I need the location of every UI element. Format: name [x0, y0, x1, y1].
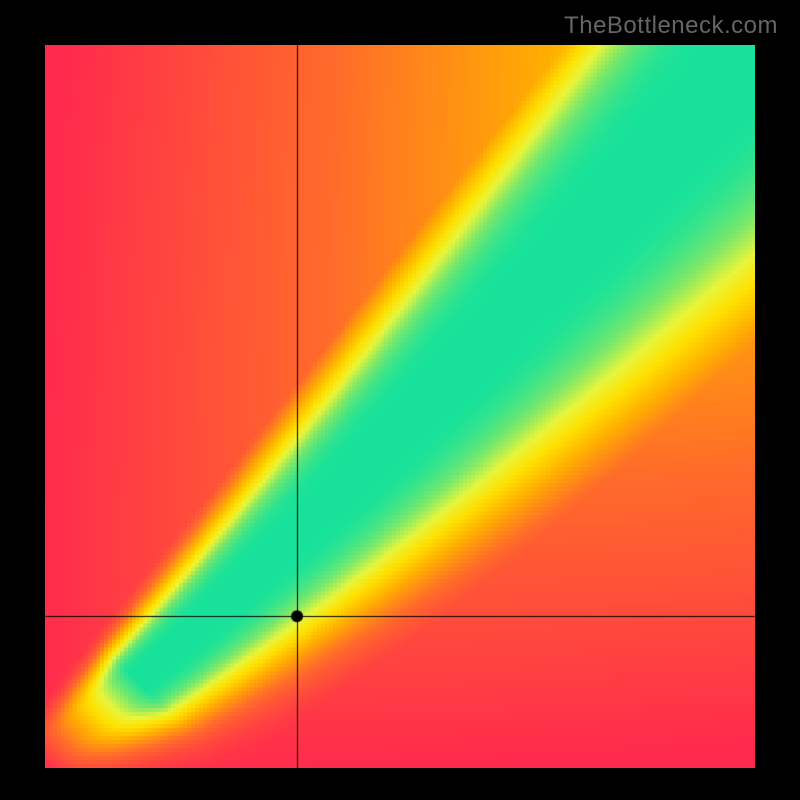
watermark-text: TheBottleneck.com [564, 12, 778, 40]
crosshair-overlay [0, 0, 800, 800]
chart-container: TheBottleneck.com [0, 0, 800, 800]
